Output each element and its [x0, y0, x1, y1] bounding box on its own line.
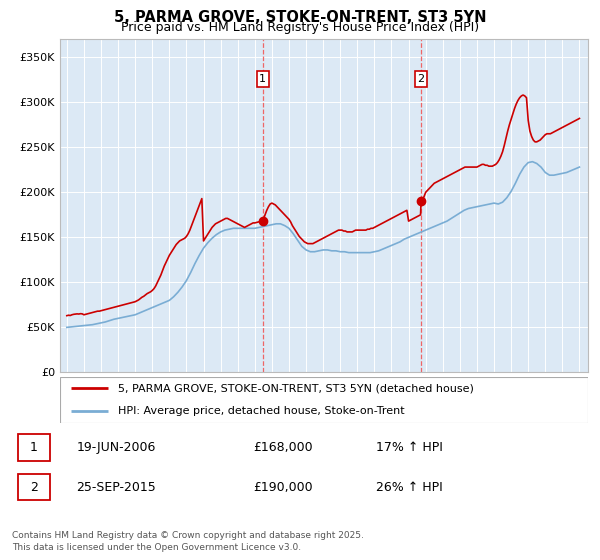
Text: 1: 1: [30, 441, 38, 454]
Text: 2: 2: [418, 74, 425, 84]
Text: 19-JUN-2006: 19-JUN-2006: [77, 441, 156, 454]
Text: 25-SEP-2015: 25-SEP-2015: [77, 481, 157, 494]
FancyBboxPatch shape: [18, 435, 50, 460]
Text: 2: 2: [30, 481, 38, 494]
Text: 1: 1: [259, 74, 266, 84]
Text: 5, PARMA GROVE, STOKE-ON-TRENT, ST3 5YN (detached house): 5, PARMA GROVE, STOKE-ON-TRENT, ST3 5YN …: [118, 384, 474, 393]
Text: Price paid vs. HM Land Registry's House Price Index (HPI): Price paid vs. HM Land Registry's House …: [121, 21, 479, 34]
Text: 5, PARMA GROVE, STOKE-ON-TRENT, ST3 5YN: 5, PARMA GROVE, STOKE-ON-TRENT, ST3 5YN: [114, 10, 486, 25]
FancyBboxPatch shape: [18, 474, 50, 501]
FancyBboxPatch shape: [60, 377, 588, 423]
Text: HPI: Average price, detached house, Stoke-on-Trent: HPI: Average price, detached house, Stok…: [118, 407, 405, 416]
Text: Contains HM Land Registry data © Crown copyright and database right 2025.
This d: Contains HM Land Registry data © Crown c…: [12, 531, 364, 552]
Text: £190,000: £190,000: [253, 481, 313, 494]
Text: 17% ↑ HPI: 17% ↑ HPI: [376, 441, 443, 454]
Text: 26% ↑ HPI: 26% ↑ HPI: [376, 481, 443, 494]
Text: £168,000: £168,000: [253, 441, 313, 454]
